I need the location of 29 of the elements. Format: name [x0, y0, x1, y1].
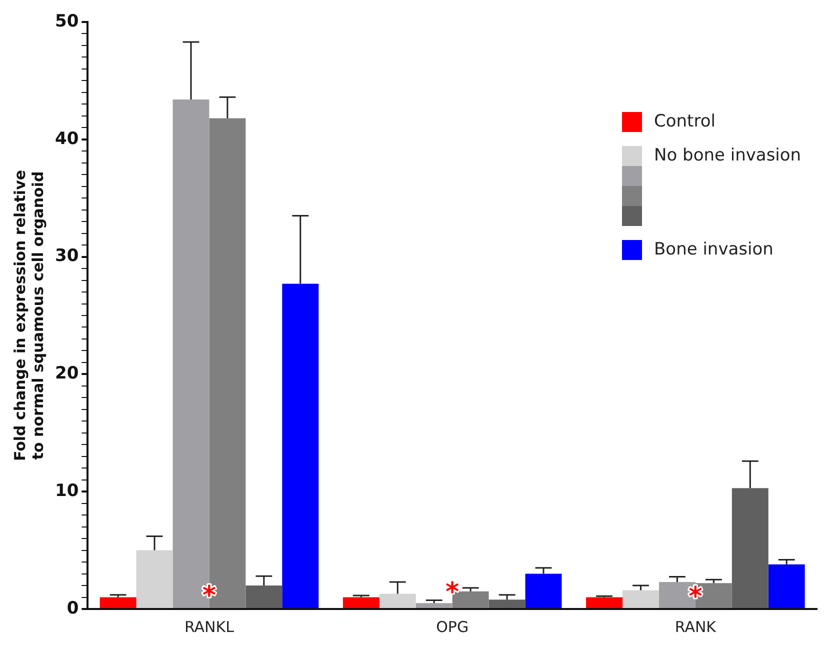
legend-label: Control: [654, 111, 716, 132]
bar: [488, 600, 526, 608]
y-tick-label: 10: [54, 481, 79, 502]
x-tick-label: RANKL: [184, 618, 235, 636]
bar: [732, 488, 768, 608]
bar: [342, 597, 380, 608]
bar: [416, 603, 452, 608]
legend-label: Bone invasion: [654, 239, 774, 260]
y-axis-title: Fold change in expression relative to normal squamous cell organoid: [10, 170, 47, 462]
bar: [246, 586, 282, 608]
annotation: *: [688, 582, 703, 612]
bar: [282, 284, 319, 608]
y-tick-label: 50: [54, 11, 79, 32]
bar: [379, 594, 416, 608]
y-tick-label: 30: [54, 246, 79, 266]
x-tick-label: RANK: [674, 618, 718, 636]
x-tick-label: OPG: [436, 618, 469, 636]
bar: [768, 564, 805, 608]
bar: [586, 597, 623, 608]
legend-label: No bone invasion: [654, 145, 802, 166]
y-tick-label: 20: [54, 364, 79, 384]
bar: [525, 574, 562, 608]
bar: [100, 597, 136, 608]
bar: [622, 590, 659, 608]
y-tick-label: 40: [54, 128, 79, 149]
annotation: *: [446, 577, 460, 608]
y-tick-label: 0: [66, 598, 79, 618]
bar: [136, 550, 173, 608]
annotation: *: [202, 581, 216, 612]
